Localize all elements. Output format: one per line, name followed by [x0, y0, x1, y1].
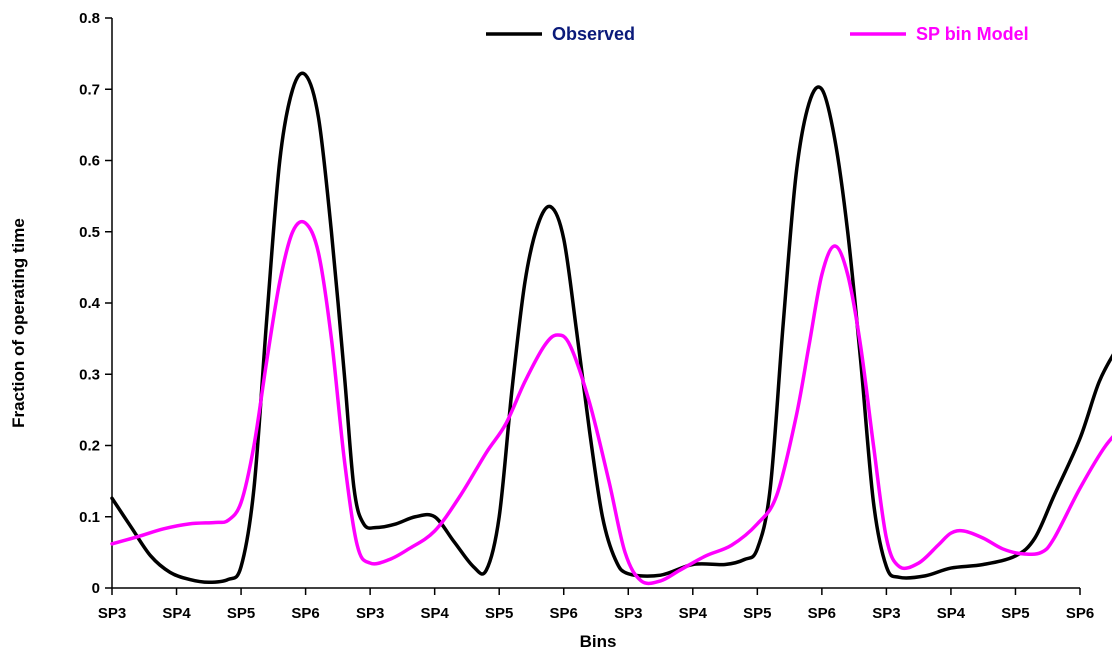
x-tick-label: SP3: [614, 605, 642, 622]
legend: Observed SP bin Model: [486, 24, 1029, 44]
x-tick-label: SP6: [291, 605, 319, 622]
x-tick-label: SP5: [227, 605, 255, 622]
y-tick-label: 0.1: [79, 509, 100, 526]
y-tick-label: 0.7: [79, 81, 100, 98]
x-tick-label: SP6: [808, 605, 836, 622]
y-tick-label: 0.8: [79, 10, 100, 27]
series-line-observed: [110, 71, 1112, 585]
legend-label-sp-bin-model: SP bin Model: [916, 24, 1029, 44]
x-axis-title: Bins: [580, 632, 617, 651]
y-axis-ticks: 0 0.1 0.2 0.3 0.4 0.5 0.6 0.7 0.8: [79, 10, 112, 597]
y-tick-label: 0.2: [79, 438, 100, 455]
x-tick-label: SP6: [550, 605, 578, 622]
x-axis-ticks: SP3 SP4 SP5 SP6 SP3 SP4 SP5 SP6 SP3 SP4 SP5 SP6 SP3 S…: [98, 588, 1094, 622]
x-tick-label: SP3: [356, 605, 384, 622]
x-tick-label: SP4: [420, 605, 449, 622]
series-layer: [110, 71, 1112, 586]
y-tick-label: 0: [92, 580, 100, 597]
x-tick-label: SP4: [679, 605, 708, 622]
series-line-sp-bin-model: [110, 219, 1112, 586]
x-tick-label: SP5: [485, 605, 513, 622]
axes: [111, 18, 1080, 589]
x-tick-label: SP6: [1066, 605, 1094, 622]
x-tick-label: SP5: [1001, 605, 1029, 622]
legend-label-observed: Observed: [552, 24, 635, 44]
y-tick-label: 0.3: [79, 366, 100, 383]
y-axis-title: Fraction of operating time: [9, 218, 28, 428]
x-tick-label: SP4: [937, 605, 966, 622]
x-tick-label: SP3: [872, 605, 900, 622]
x-tick-label: SP3: [98, 605, 126, 622]
x-tick-label: SP5: [743, 605, 771, 622]
y-tick-label: 0.5: [79, 224, 100, 241]
x-tick-label: SP4: [162, 605, 191, 622]
y-tick-label: 0.6: [79, 153, 100, 170]
y-tick-label: 0.4: [79, 295, 101, 312]
